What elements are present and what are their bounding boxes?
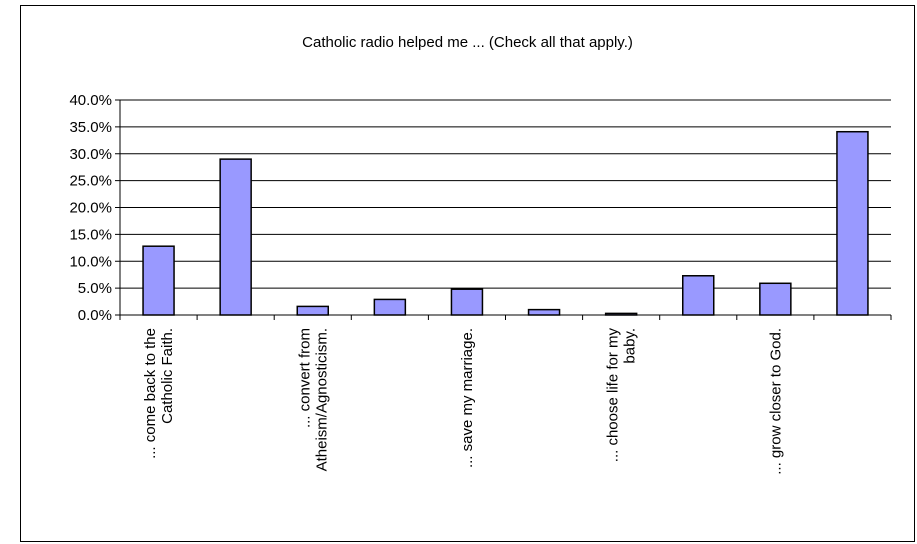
y-tick-label: 35.0% [69,119,112,136]
x-category-label-line: Atheism/Agnosticism. [313,328,330,471]
y-tick-label: 25.0% [69,173,112,190]
y-tick-label: 15.0% [69,226,112,243]
x-category-label: ... choose life for mybaby. [605,328,639,463]
x-category-label: ... save my marriage. [459,328,476,468]
x-category-label-line: ... save my marriage. [459,328,476,468]
x-category-label-line: baby. [622,328,639,364]
x-category-label-line: ... grow closer to God. [767,328,784,475]
x-category-label: ... come back to theCatholic Faith. [142,328,176,459]
axes [115,99,892,320]
x-category-label-line: ... come back to the [142,328,159,459]
bar-1 [142,245,175,316]
x-category-label-line: ... choose life for my [605,328,622,463]
bar-8 [682,275,715,316]
x-category-label: ... convert fromAtheism/Agnosticism. [296,328,330,471]
y-tick-label: 0.0% [78,307,112,324]
y-tick-label: 5.0% [78,280,112,297]
bar-9 [759,282,792,316]
y-tick-label: 20.0% [69,200,112,217]
bars [142,130,869,316]
x-category-label: ... grow closer to God. [767,328,784,475]
y-tick-label: 40.0% [69,92,112,109]
y-tick-label: 10.0% [69,253,112,270]
bar-2 [219,158,252,316]
bar-10 [836,130,869,316]
bar-5 [450,288,484,316]
bar-3 [296,305,329,316]
y-tick-label: 30.0% [69,146,112,163]
bar-6 [527,308,561,316]
chart-title: Catholic radio helped me ... (Check all … [302,34,633,51]
x-category-label-line: Catholic Faith. [159,328,176,424]
bar-4 [373,298,407,316]
x-category-label-line: ... convert from [296,328,313,428]
labels: 0.0% 5.0% 10.0% 15.0% 20.0% 25.0% 30.0% 35.0% 40… [69,92,784,475]
